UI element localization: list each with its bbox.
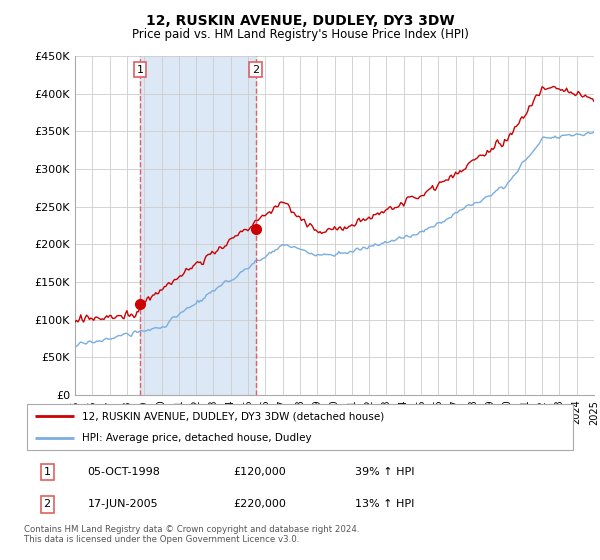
Bar: [140, 56, 256, 395]
Text: Price paid vs. HM Land Registry's House Price Index (HPI): Price paid vs. HM Land Registry's House …: [131, 28, 469, 41]
Text: £120,000: £120,000: [234, 467, 287, 477]
Text: 12, RUSKIN AVENUE, DUDLEY, DY3 3DW (detached house): 12, RUSKIN AVENUE, DUDLEY, DY3 3DW (deta…: [82, 411, 384, 421]
FancyBboxPatch shape: [27, 404, 573, 450]
Text: HPI: Average price, detached house, Dudley: HPI: Average price, detached house, Dudl…: [82, 433, 311, 443]
Text: 05-OCT-1998: 05-OCT-1998: [88, 467, 160, 477]
Text: 13% ↑ HPI: 13% ↑ HPI: [355, 500, 415, 510]
Text: 1: 1: [44, 467, 50, 477]
Text: Contains HM Land Registry data © Crown copyright and database right 2024.
This d: Contains HM Land Registry data © Crown c…: [24, 525, 359, 544]
Text: 1: 1: [136, 64, 143, 74]
Text: 2: 2: [252, 64, 259, 74]
Text: 39% ↑ HPI: 39% ↑ HPI: [355, 467, 415, 477]
Text: 2: 2: [44, 500, 51, 510]
Text: 17-JUN-2005: 17-JUN-2005: [88, 500, 158, 510]
Text: £220,000: £220,000: [234, 500, 287, 510]
Text: 12, RUSKIN AVENUE, DUDLEY, DY3 3DW: 12, RUSKIN AVENUE, DUDLEY, DY3 3DW: [146, 14, 454, 28]
